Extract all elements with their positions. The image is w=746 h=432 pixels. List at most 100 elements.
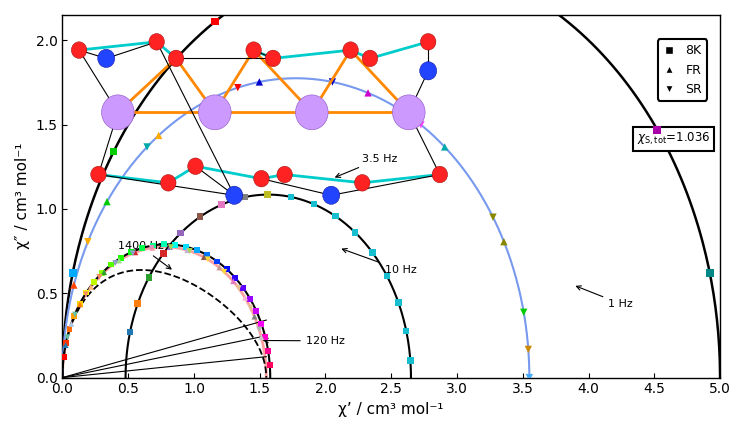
Circle shape (392, 95, 425, 130)
Circle shape (188, 158, 203, 175)
Point (61, 334, 73, 341)
Point (535, 0, 547, 5)
Point (264, 362, 276, 368)
Point (285, 194, 297, 200)
Point (392, 299, 404, 306)
Point (175, 230, 186, 237)
Circle shape (72, 42, 87, 58)
Point (68, 282, 80, 289)
Circle shape (91, 166, 106, 183)
Text: 3.5 Hz: 3.5 Hz (336, 154, 398, 178)
Point (522, 346, 534, 353)
Point (146, 245, 158, 251)
Point (703, 269, 715, 276)
Text: 1 Hz: 1 Hz (577, 286, 633, 309)
Point (158, 241, 170, 248)
Point (184, 248, 195, 254)
Text: 10 Hz: 10 Hz (342, 248, 416, 275)
Point (69, 311, 81, 318)
Circle shape (421, 34, 436, 50)
Point (143, 274, 155, 281)
Point (82, 238, 94, 245)
Point (127, 250, 139, 257)
Circle shape (354, 175, 370, 191)
Circle shape (101, 95, 134, 130)
Point (209, 18, 221, 25)
Point (349, 229, 361, 236)
Point (254, 79, 266, 86)
Text: 120 Hz: 120 Hz (264, 336, 345, 346)
Point (63, 326, 75, 333)
Point (157, 250, 169, 257)
Point (88, 279, 100, 286)
Point (651, 126, 663, 133)
Point (233, 285, 245, 292)
Point (129, 249, 141, 256)
Point (80, 291, 92, 298)
Point (107, 148, 119, 155)
Point (109, 260, 121, 267)
Point (308, 201, 320, 208)
Point (216, 201, 228, 208)
Point (524, 374, 536, 381)
Point (404, 357, 416, 364)
Point (381, 273, 393, 280)
Point (164, 244, 176, 251)
Point (211, 258, 223, 265)
Point (165, 244, 177, 251)
Point (191, 247, 203, 254)
Circle shape (266, 50, 280, 67)
Point (124, 329, 136, 336)
Point (81, 289, 93, 296)
Point (401, 327, 413, 334)
Point (262, 347, 274, 354)
Circle shape (226, 186, 242, 204)
Point (228, 278, 239, 285)
Point (125, 249, 137, 256)
Point (201, 252, 213, 259)
Point (74, 301, 86, 308)
Text: 1400 Hz: 1400 Hz (118, 241, 171, 269)
Point (115, 254, 127, 261)
Circle shape (323, 186, 339, 204)
Point (219, 268, 231, 275)
Circle shape (295, 95, 328, 130)
Point (147, 242, 159, 249)
Point (181, 243, 192, 250)
Point (85, 283, 97, 290)
Point (487, 214, 499, 221)
Point (136, 245, 148, 251)
Point (67, 269, 79, 276)
Point (248, 313, 260, 320)
Circle shape (343, 42, 358, 58)
Circle shape (149, 34, 164, 50)
Point (498, 238, 510, 245)
Circle shape (160, 175, 176, 191)
Point (101, 198, 113, 205)
Point (255, 334, 267, 341)
Point (93, 273, 105, 280)
Circle shape (198, 95, 231, 130)
Circle shape (254, 170, 269, 187)
Legend: 8K, FR, SR: 8K, FR, SR (658, 39, 707, 101)
Point (245, 304, 257, 311)
Point (68, 313, 80, 320)
Point (105, 261, 117, 268)
Point (221, 266, 233, 273)
Point (181, 247, 193, 254)
Circle shape (169, 50, 184, 67)
Point (198, 254, 210, 260)
Point (66, 321, 78, 327)
Circle shape (98, 49, 115, 67)
Point (232, 84, 244, 91)
Circle shape (246, 42, 261, 58)
Point (262, 191, 274, 198)
Point (153, 132, 165, 139)
Point (327, 79, 339, 86)
Point (330, 213, 342, 219)
Point (132, 300, 144, 307)
Point (251, 308, 263, 314)
Point (145, 245, 157, 251)
Point (213, 264, 225, 271)
Point (113, 257, 125, 264)
